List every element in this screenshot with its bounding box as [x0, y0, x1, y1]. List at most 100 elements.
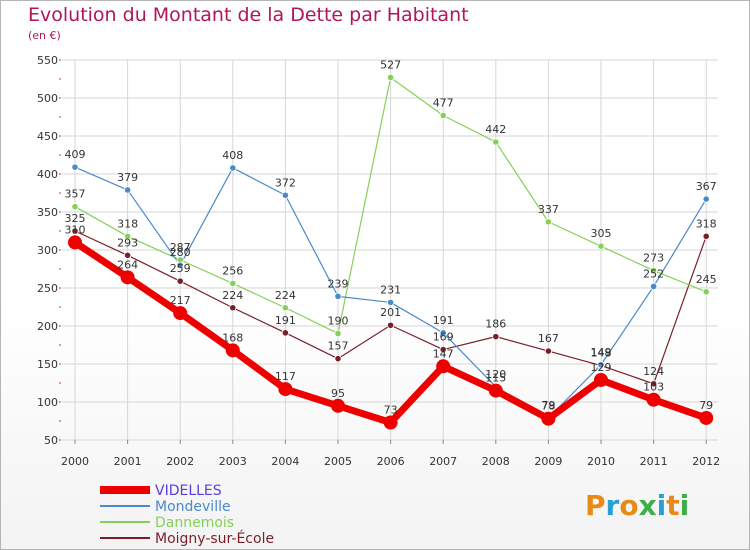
- x-tick-label: 2004: [271, 455, 299, 468]
- series-point-3: [492, 333, 500, 341]
- series-point-3: [439, 345, 447, 354]
- data-label-2: 357: [65, 188, 86, 201]
- data-label-1: 149: [591, 346, 612, 359]
- x-tick-label: 2012: [692, 455, 720, 468]
- x-tick-label: 2002: [166, 455, 194, 468]
- logo-letter: i: [656, 489, 667, 522]
- data-label-1: 231: [380, 283, 401, 296]
- series-point-1: [702, 195, 710, 203]
- data-label-3: 169: [433, 331, 454, 344]
- data-label-0: 129: [591, 361, 612, 374]
- series-point-3: [281, 329, 289, 337]
- logo-letter: i: [679, 489, 690, 522]
- data-label-2: 477: [433, 96, 454, 109]
- series-point-0: [436, 359, 451, 374]
- data-label-1: 367: [696, 180, 717, 193]
- series-point-0: [331, 398, 345, 413]
- legend-label-1: Mondeville: [155, 499, 231, 515]
- logo-letter: P: [585, 489, 606, 522]
- logo-letter: o: [619, 489, 639, 522]
- data-label-3: 157: [328, 340, 349, 353]
- series-point-1: [597, 361, 605, 369]
- series-point-3: [649, 380, 658, 388]
- x-tick-label: 2003: [219, 455, 247, 468]
- y-tick-label: 250: [37, 282, 58, 295]
- x-tick-label: 2008: [482, 455, 510, 468]
- series-point-3: [386, 321, 395, 329]
- data-label-1: 252: [643, 267, 664, 280]
- legend-label-2: Dannemois: [155, 515, 234, 531]
- series-point-3: [176, 277, 184, 285]
- data-label-0: 79: [699, 399, 713, 412]
- series-point-1: [649, 282, 658, 291]
- data-label-0: 115: [485, 372, 506, 385]
- series-point-0: [646, 392, 661, 407]
- proxiti-logo: Proxiti: [585, 489, 689, 522]
- series-point-0: [594, 372, 608, 387]
- series-point-3: [544, 347, 553, 355]
- data-label-3: 325: [65, 212, 86, 225]
- y-tick-label: 350: [37, 206, 58, 219]
- series-point-0: [383, 415, 398, 430]
- series-point-0: [68, 235, 82, 250]
- legend: VIDELLESMondevilleDannemoisMoigny-sur-Éc…: [100, 483, 274, 547]
- series-point-2: [386, 73, 395, 82]
- data-label-3: 224: [222, 289, 243, 302]
- x-tick-label: 2000: [61, 455, 89, 468]
- series-point-2: [229, 279, 237, 288]
- series-point-1: [334, 292, 342, 300]
- x-tick-label: 2001: [114, 455, 142, 468]
- data-label-1: 239: [328, 277, 349, 290]
- series-point-2: [597, 242, 605, 250]
- data-label-1: 120: [485, 368, 506, 381]
- y-tick-label: 450: [37, 130, 58, 143]
- series-point-0: [541, 411, 556, 426]
- data-label-3: 148: [591, 347, 612, 360]
- series-point-1: [71, 163, 79, 171]
- series-point-1: [176, 261, 184, 269]
- series-point-2: [71, 203, 79, 211]
- series-point-0: [225, 343, 240, 358]
- data-label-0: 168: [222, 331, 243, 344]
- series-point-2: [439, 111, 447, 120]
- series-point-2: [649, 266, 658, 275]
- x-tick-label: 2010: [587, 455, 615, 468]
- data-label-1: 191: [433, 314, 454, 327]
- data-label-1: 379: [117, 171, 138, 184]
- data-label-2: 527: [380, 58, 401, 71]
- data-label-3: 124: [643, 365, 664, 378]
- data-label-0: 73: [384, 404, 398, 417]
- series-point-2: [334, 329, 342, 338]
- series-point-3: [71, 227, 79, 235]
- data-label-0: 78: [541, 400, 555, 413]
- legend-label-3: Moigny-sur-École: [155, 530, 274, 547]
- axis-ticks: 50 100 150 200 250 300 350 400 450 500 550 2000 2001…: [37, 54, 720, 468]
- series-point-3: [334, 355, 342, 363]
- data-label-2: 442: [485, 123, 506, 136]
- series-point-2: [124, 232, 132, 240]
- series-point-3: [124, 251, 132, 259]
- data-label-3: 191: [275, 314, 296, 327]
- y-tick-label: 150: [37, 358, 58, 371]
- data-label-0: 147: [433, 347, 454, 360]
- series-point-2: [702, 288, 710, 296]
- series-point-2: [281, 304, 289, 312]
- y-tick-label: 550: [37, 54, 58, 67]
- series-point-1: [281, 191, 289, 199]
- data-label-2: 224: [275, 289, 296, 302]
- series-point-3: [702, 232, 710, 240]
- x-tick-label: 2005: [324, 455, 352, 468]
- chart-title: Evolution du Montant de la Dette par Hab…: [28, 4, 469, 26]
- data-label-2: 245: [696, 273, 717, 286]
- y-tick-label: 200: [37, 320, 58, 333]
- series-markers: [68, 73, 714, 430]
- series-point-2: [492, 138, 500, 146]
- data-label-3: 186: [485, 318, 506, 331]
- series-point-1: [439, 329, 447, 337]
- data-label-1: 409: [65, 148, 86, 161]
- data-label-3: 201: [380, 306, 401, 319]
- series-point-2: [544, 218, 553, 226]
- logo-letter: x: [638, 489, 657, 522]
- data-label-0: 117: [275, 370, 296, 383]
- data-label-2: 305: [591, 227, 612, 240]
